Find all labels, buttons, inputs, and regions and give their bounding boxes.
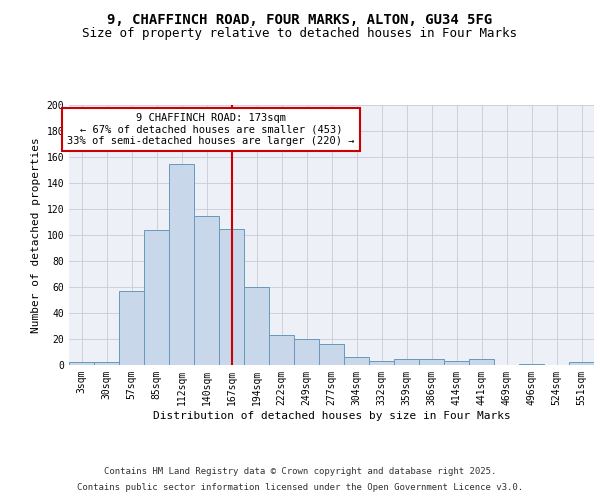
Bar [294, 339, 319, 365]
Text: 9 CHAFFINCH ROAD: 173sqm
← 67% of detached houses are smaller (453)
33% of semi-: 9 CHAFFINCH ROAD: 173sqm ← 67% of detach… [67, 113, 355, 146]
Bar [569, 362, 594, 365]
Bar [219, 228, 244, 365]
Bar [444, 361, 469, 365]
Y-axis label: Number of detached properties: Number of detached properties [31, 137, 41, 333]
Bar [94, 362, 119, 365]
Bar [519, 364, 544, 365]
Bar [269, 335, 294, 365]
Bar [419, 358, 444, 365]
Text: Size of property relative to detached houses in Four Marks: Size of property relative to detached ho… [83, 28, 517, 40]
Bar [369, 361, 394, 365]
Text: 9, CHAFFINCH ROAD, FOUR MARKS, ALTON, GU34 5FG: 9, CHAFFINCH ROAD, FOUR MARKS, ALTON, GU… [107, 12, 493, 26]
Text: Contains public sector information licensed under the Open Government Licence v3: Contains public sector information licen… [77, 484, 523, 492]
Text: Contains HM Land Registry data © Crown copyright and database right 2025.: Contains HM Land Registry data © Crown c… [104, 467, 496, 476]
Bar [244, 287, 269, 365]
X-axis label: Distribution of detached houses by size in Four Marks: Distribution of detached houses by size … [152, 410, 511, 420]
Bar [319, 344, 344, 365]
Bar [169, 164, 194, 365]
Bar [194, 216, 219, 365]
Bar [344, 357, 369, 365]
Bar [469, 358, 494, 365]
Bar [394, 358, 419, 365]
Bar [119, 291, 144, 365]
Bar [144, 230, 169, 365]
Bar [69, 362, 94, 365]
